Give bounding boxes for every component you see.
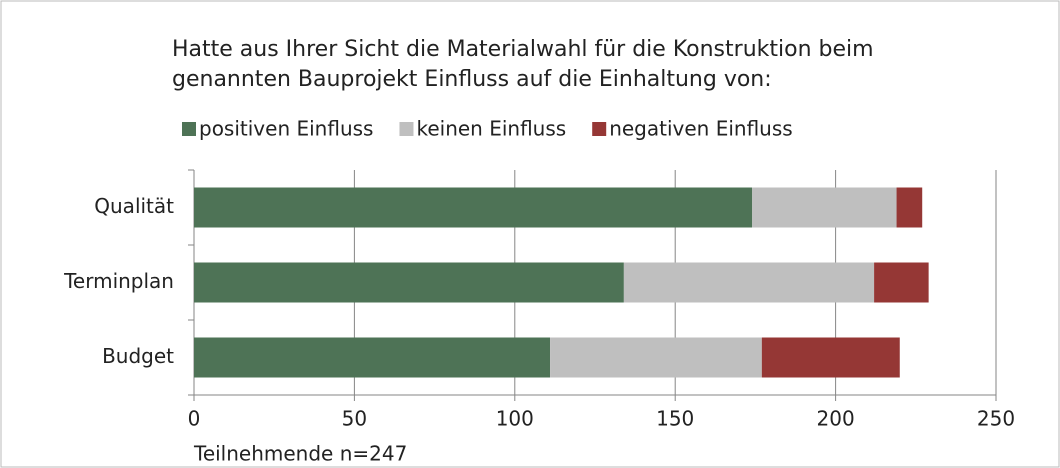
legend-label: negativen Einfluss [609,117,793,141]
legend-label: positiven Einfluss [199,117,373,141]
legend-label: keinen Einfluss [416,117,566,141]
chart-title: genannten Bauprojekt Einfluss auf die Ei… [172,67,772,92]
bar-segment [761,337,900,378]
bar-segment [896,187,923,228]
bar-segment [874,262,929,303]
y-tick-label: Budget [102,344,174,368]
y-tick-label: Qualität [94,194,174,218]
x-tick-label: 150 [656,407,694,431]
bar-segment [194,337,551,378]
note: Teilnehmende n=247 [193,442,407,466]
x-tick-label: 200 [817,407,855,431]
bar-segment [194,187,753,228]
legend-swatch [182,122,196,136]
x-tick-label: 100 [496,407,534,431]
legend-swatch [399,122,414,136]
y-tick-label: Terminplan [63,269,174,293]
bar-segment [550,337,762,378]
bar-segment [194,262,624,303]
x-tick-label: 250 [977,407,1015,431]
bar-segment [623,262,875,303]
legend-swatch [592,122,607,136]
x-tick-label: 50 [342,407,367,431]
bar-segment [752,187,897,228]
x-tick-label: 0 [188,407,201,431]
chart-title: Hatte aus Ihrer Sicht die Materialwahl f… [172,37,874,62]
